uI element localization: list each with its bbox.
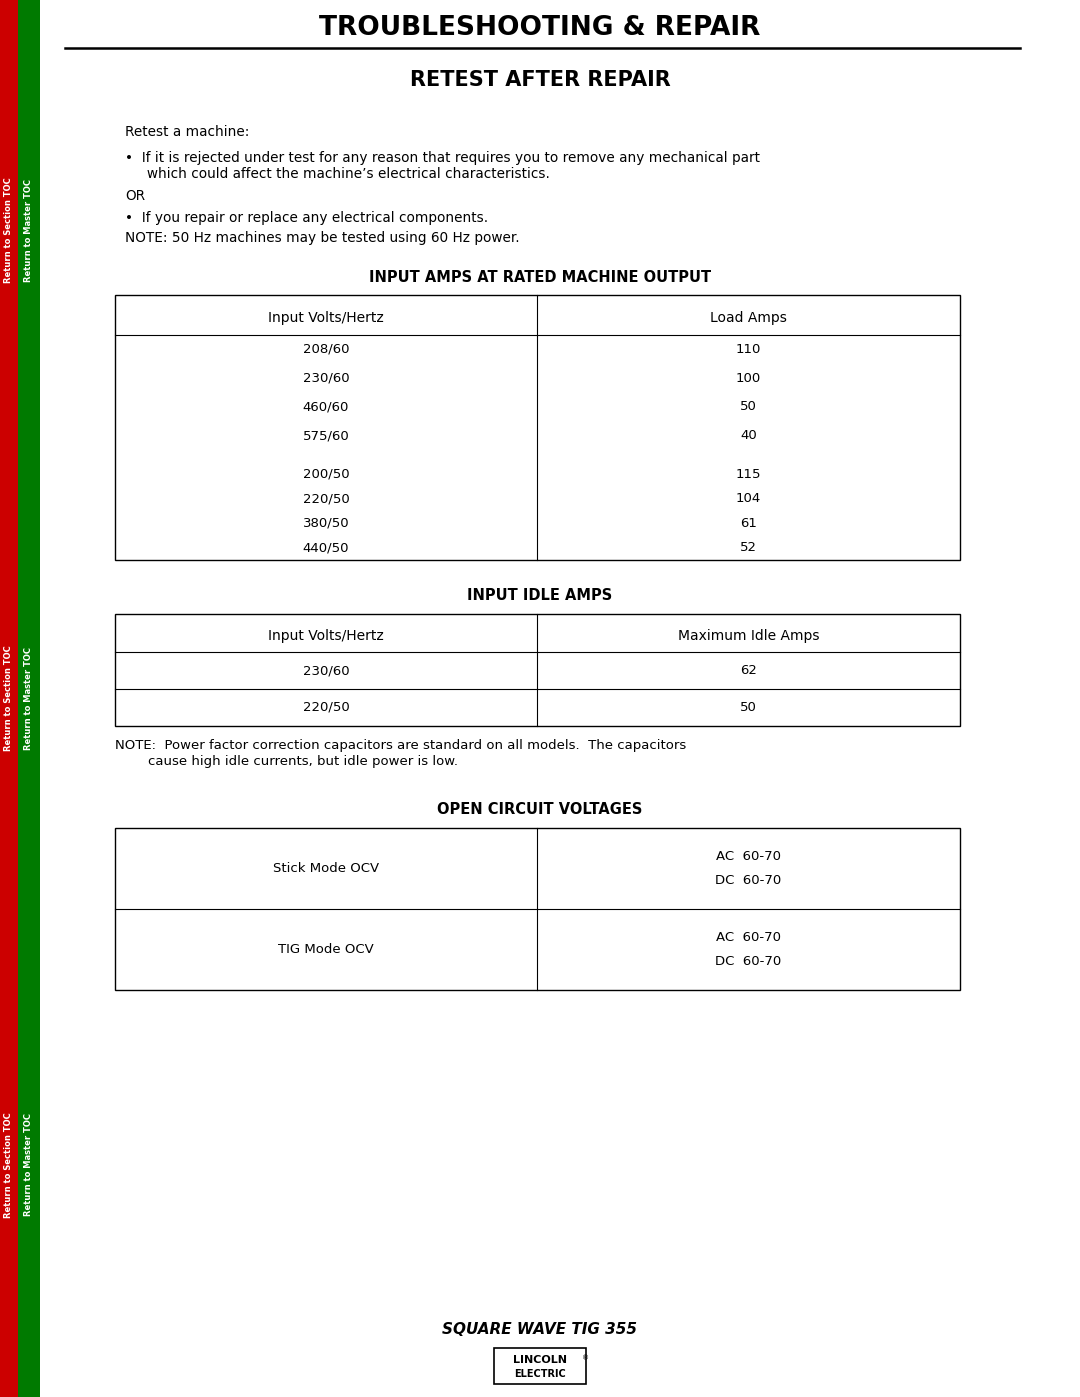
Text: ELECTRIC: ELECTRIC	[514, 1369, 566, 1379]
Text: 460/60: 460/60	[302, 401, 349, 414]
Text: Input Volts/Hertz: Input Volts/Hertz	[268, 312, 383, 326]
Text: 52: 52	[740, 541, 757, 555]
Text: 100: 100	[735, 372, 761, 384]
Text: Return to Master TOC: Return to Master TOC	[25, 179, 33, 282]
Text: AC  60-70: AC 60-70	[716, 849, 781, 863]
Text: Return to Section TOC: Return to Section TOC	[4, 177, 14, 282]
Bar	[114, 828, 960, 990]
Text: 380/50: 380/50	[302, 517, 349, 529]
Text: Input Volts/Hertz: Input Volts/Hertz	[268, 629, 383, 643]
Text: Return to Section TOC: Return to Section TOC	[4, 1112, 14, 1218]
Text: 61: 61	[740, 517, 757, 529]
Text: 50: 50	[740, 401, 757, 414]
Text: DC  60-70: DC 60-70	[715, 875, 782, 887]
Text: INPUT AMPS AT RATED MACHINE OUTPUT: INPUT AMPS AT RATED MACHINE OUTPUT	[369, 271, 711, 285]
Text: which could affect the machine’s electrical characteristics.: which could affect the machine’s electri…	[125, 168, 550, 182]
Text: AC  60-70: AC 60-70	[716, 930, 781, 944]
Text: OR: OR	[125, 189, 145, 203]
Text: •  If it is rejected under test for any reason that requires you to remove any m: • If it is rejected under test for any r…	[125, 151, 760, 165]
Text: 200/50: 200/50	[302, 468, 349, 481]
Text: 115: 115	[735, 468, 761, 481]
Text: Load Amps: Load Amps	[710, 312, 787, 326]
Text: Retest a machine:: Retest a machine:	[125, 124, 249, 138]
Text: NOTE:  Power factor correction capacitors are standard on all models.  The capac: NOTE: Power factor correction capacitors…	[114, 739, 686, 753]
Text: 230/60: 230/60	[302, 664, 349, 678]
Text: Return to Section TOC: Return to Section TOC	[4, 645, 14, 750]
Text: Return to Master TOC: Return to Master TOC	[25, 1113, 33, 1217]
Text: 40: 40	[740, 429, 757, 441]
Text: TIG Mode OCV: TIG Mode OCV	[279, 943, 374, 956]
Bar	[18, 0, 40, 1397]
Text: 230/60: 230/60	[302, 372, 349, 384]
Text: 62: 62	[740, 664, 757, 678]
Text: 104: 104	[735, 492, 761, 506]
Text: NOTE: 50 Hz machines may be tested using 60 Hz power.: NOTE: 50 Hz machines may be tested using…	[125, 231, 519, 244]
Bar	[114, 615, 960, 726]
Text: cause high idle currents, but idle power is low.: cause high idle currents, but idle power…	[148, 756, 458, 768]
Text: •  If you repair or replace any electrical components.: • If you repair or replace any electrica…	[125, 211, 488, 225]
Text: LINCOLN: LINCOLN	[513, 1355, 567, 1365]
Bar	[114, 295, 960, 560]
Text: RETEST AFTER REPAIR: RETEST AFTER REPAIR	[409, 70, 671, 89]
Text: OPEN CIRCUIT VOLTAGES: OPEN CIRCUIT VOLTAGES	[437, 802, 643, 817]
Text: Return to Master TOC: Return to Master TOC	[25, 647, 33, 750]
Text: 110: 110	[735, 342, 761, 356]
Text: INPUT IDLE AMPS: INPUT IDLE AMPS	[468, 588, 612, 604]
Text: 50: 50	[740, 701, 757, 714]
Text: TROUBLESHOOTING & REPAIR: TROUBLESHOOTING & REPAIR	[320, 15, 760, 41]
Text: Stick Mode OCV: Stick Mode OCV	[273, 862, 379, 875]
Text: 220/50: 220/50	[302, 492, 349, 506]
Text: DC  60-70: DC 60-70	[715, 956, 782, 968]
Text: ®: ®	[582, 1355, 590, 1361]
Text: SQUARE WAVE TIG 355: SQUARE WAVE TIG 355	[443, 1323, 637, 1337]
Text: 220/50: 220/50	[302, 701, 349, 714]
Bar	[0, 0, 18, 1397]
Text: Maximum Idle Amps: Maximum Idle Amps	[678, 629, 820, 643]
Text: 575/60: 575/60	[302, 429, 349, 441]
Bar	[494, 1348, 586, 1384]
Text: 208/60: 208/60	[302, 342, 349, 356]
Text: 440/50: 440/50	[302, 541, 349, 555]
